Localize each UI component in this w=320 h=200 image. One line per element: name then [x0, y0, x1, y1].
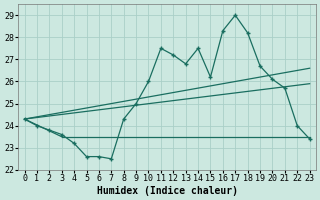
X-axis label: Humidex (Indice chaleur): Humidex (Indice chaleur) [97, 186, 237, 196]
